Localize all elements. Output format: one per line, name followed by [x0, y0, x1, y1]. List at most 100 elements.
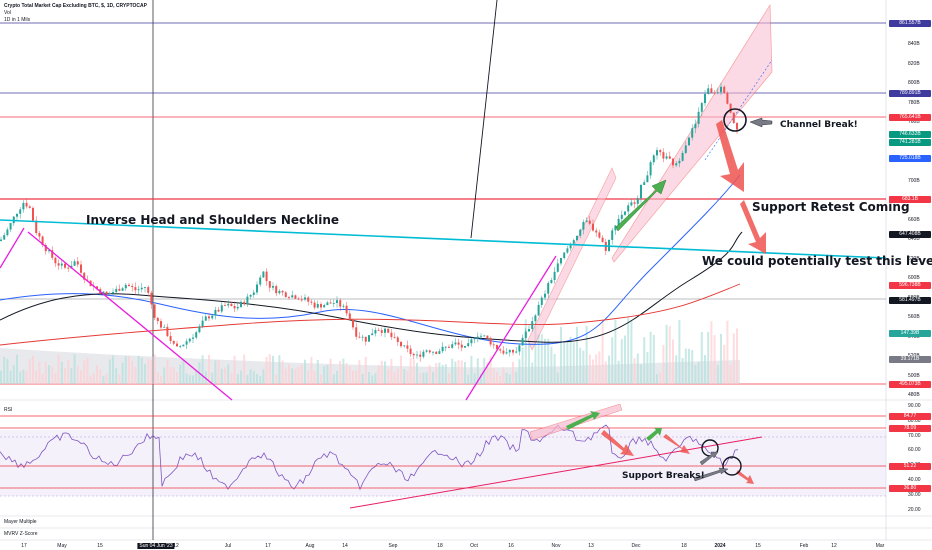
candle-body	[291, 295, 294, 298]
volume-bar	[169, 367, 172, 384]
volume-bar	[643, 337, 646, 384]
volume-bar	[131, 361, 134, 384]
candle-body	[316, 304, 319, 308]
volume-bar	[16, 354, 18, 384]
candle-body	[288, 297, 290, 298]
candle-body	[473, 338, 476, 340]
candle-body	[131, 285, 134, 288]
candle-body	[233, 306, 236, 309]
candle-body	[540, 297, 543, 305]
candle-body	[329, 302, 332, 304]
date-label: 18	[681, 543, 687, 549]
volume-bar	[665, 324, 668, 384]
candle-body	[320, 304, 322, 308]
date-label: Sep	[388, 543, 398, 549]
volume-bar	[35, 370, 38, 384]
date-label: 18	[437, 543, 443, 549]
candle-body	[406, 345, 409, 349]
volume-bar	[313, 371, 316, 384]
volume-bar	[240, 370, 242, 384]
rsi-tag: 36.80	[889, 485, 931, 492]
volume-bar	[115, 368, 118, 384]
volume-bar	[6, 358, 9, 384]
candle-body	[435, 351, 438, 354]
candle-body	[656, 150, 658, 156]
candle-body	[358, 336, 361, 338]
candle-body	[384, 328, 386, 333]
volume-bar	[499, 375, 502, 384]
candle-body	[208, 316, 210, 319]
volume-bar	[473, 373, 476, 384]
candle-body	[646, 175, 649, 183]
volume-bar	[694, 364, 697, 384]
candle-body	[393, 337, 396, 338]
volume-bar	[684, 348, 687, 384]
volume-bar	[192, 375, 194, 384]
volume-bar	[256, 373, 258, 384]
candle-body	[153, 304, 156, 318]
date-label: 17	[265, 543, 271, 549]
support-breaks-annotation: Support Breaks!	[622, 471, 705, 481]
volume-bar	[553, 353, 556, 384]
candle-body	[412, 354, 415, 356]
volume-bar	[80, 370, 82, 384]
candle-body	[51, 250, 54, 258]
rsi-red-arrow-3	[736, 470, 754, 484]
mvrv-pane-label: MVRV Z-Score	[4, 531, 38, 537]
candle-body	[179, 346, 182, 348]
candle-body	[675, 163, 678, 166]
diagonal-line	[470, 0, 498, 239]
candle-body	[569, 243, 572, 249]
candle-body	[528, 329, 530, 332]
candle-body	[457, 342, 460, 345]
volume-bar	[460, 360, 463, 384]
volume-bar	[425, 372, 428, 384]
candle-body	[678, 160, 681, 164]
candle-body	[230, 303, 233, 307]
volume-bar	[608, 355, 610, 384]
price-axis-label: 840B	[908, 41, 920, 47]
candle-body	[499, 349, 502, 351]
volume-bar	[284, 368, 287, 384]
volume-bar	[566, 340, 569, 384]
candle-body	[249, 294, 252, 297]
volume-bar	[345, 363, 348, 384]
volume-bar	[377, 365, 380, 384]
volume-bar	[166, 359, 169, 384]
volume-bar	[259, 375, 262, 384]
price-tag: 647.408B	[889, 231, 931, 238]
volume-bar	[579, 347, 582, 384]
candle-body	[444, 346, 447, 348]
candle-body	[422, 351, 425, 357]
green-arrow-price	[615, 179, 667, 232]
candle-body	[400, 341, 402, 347]
candle-body	[147, 287, 150, 293]
candle-body	[627, 205, 630, 212]
candle-body	[160, 321, 162, 328]
grey-arrow-channel	[749, 117, 773, 128]
candle-body	[659, 150, 662, 153]
candle-body	[691, 128, 694, 138]
candle-body	[201, 320, 204, 327]
candle-body	[137, 289, 140, 291]
candle-body	[246, 296, 249, 305]
candle-body	[371, 333, 374, 336]
candle-body	[588, 220, 591, 224]
volume-bar	[201, 355, 204, 384]
volume-bar	[428, 365, 431, 384]
volume-bar	[144, 363, 146, 384]
candle-body	[553, 271, 556, 281]
candle-body	[710, 88, 713, 93]
candle-body	[278, 290, 281, 294]
volume-bar	[364, 356, 367, 384]
volume-bar	[409, 358, 412, 384]
candle-body	[16, 213, 18, 217]
candle-body	[368, 335, 370, 342]
volume-bar	[620, 339, 623, 384]
volume-bar	[528, 342, 530, 384]
candle-body	[380, 330, 383, 333]
candle-body	[684, 145, 687, 153]
price-tag: 765.641B	[889, 114, 931, 121]
candle-body	[377, 330, 380, 331]
